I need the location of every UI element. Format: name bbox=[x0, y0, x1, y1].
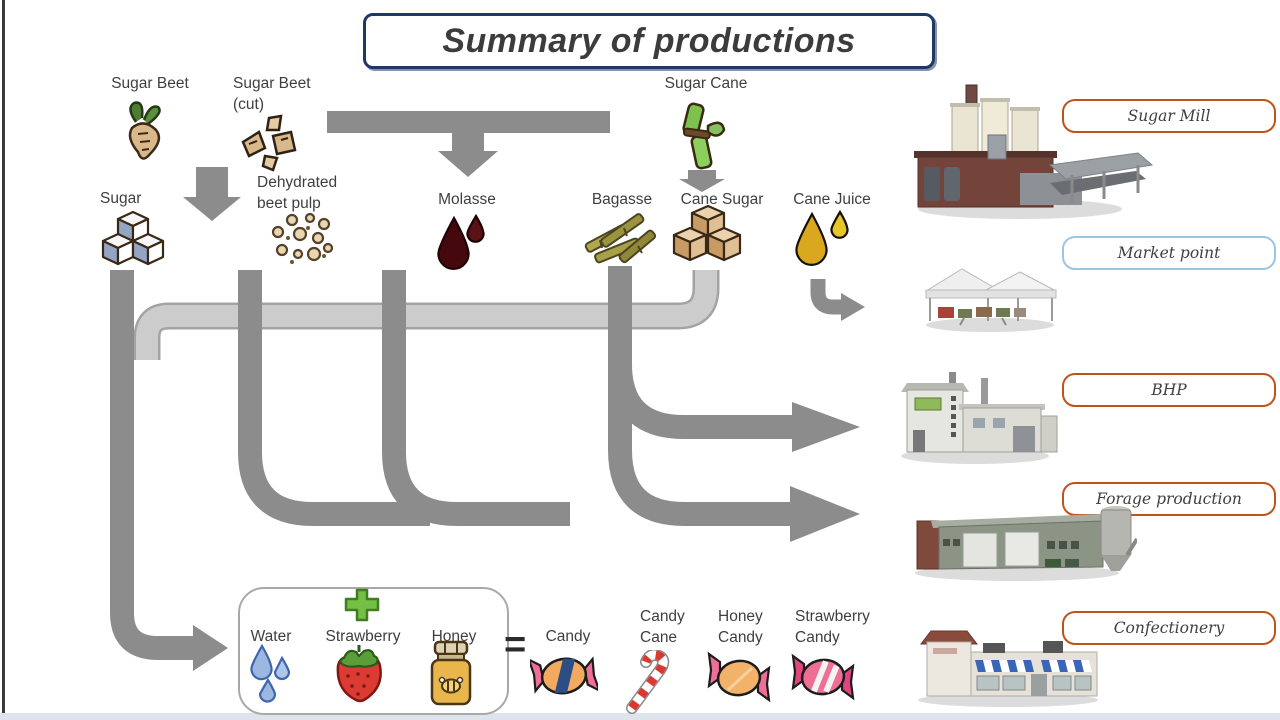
beet-cut-down-arrow bbox=[183, 167, 241, 221]
bagasse-to-bhp-pipe bbox=[608, 266, 860, 452]
left-edge-line bbox=[2, 0, 5, 720]
bagasse-to-forage-pipe bbox=[608, 266, 860, 542]
strawberry-candy-icon bbox=[791, 653, 855, 701]
beet-pulp-to-forage-pipe bbox=[238, 270, 430, 526]
sugar-beet-cut-label: Sugar Beet (cut) bbox=[233, 75, 311, 113]
water-label: Water bbox=[250, 628, 292, 645]
page-title: Summary of productions bbox=[442, 21, 856, 60]
market-point-tent-image bbox=[924, 268, 1057, 332]
facility-box-bhp: BHP bbox=[1062, 373, 1276, 407]
cane-sugar-label: Cane Sugar bbox=[680, 191, 764, 208]
sugar-icon bbox=[101, 210, 165, 266]
facility-box-confectionery: Confectionery bbox=[1062, 611, 1276, 645]
confectionery-building-image bbox=[918, 630, 1098, 707]
cane-sugar-icon bbox=[672, 204, 742, 262]
strawberry-label: Strawberry bbox=[325, 628, 401, 645]
forage-production-building-image bbox=[915, 506, 1137, 581]
sugar-cane-label: Sugar Cane bbox=[664, 75, 748, 92]
sugar-cane-icon bbox=[682, 102, 726, 170]
sugar-beet-label: Sugar Beet bbox=[111, 75, 189, 92]
sugar-beet-cut-icon bbox=[241, 114, 297, 172]
sugar-to-confectionery-pipe bbox=[110, 270, 228, 671]
title-box: Summary of productions bbox=[363, 13, 935, 69]
strawberry-candy-label: Strawberry Candy bbox=[795, 608, 870, 646]
water-icon bbox=[250, 644, 291, 703]
candy-cane-icon bbox=[626, 650, 670, 714]
bagasse-label: Bagasse bbox=[591, 191, 653, 208]
bagasse-icon bbox=[584, 213, 657, 264]
bhp-building-image bbox=[901, 372, 1058, 464]
bottom-strip bbox=[0, 713, 1280, 720]
cane-juice-icon bbox=[795, 209, 849, 266]
beet-pulp-icon bbox=[271, 212, 334, 264]
sugar-mill-building-image bbox=[914, 84, 1154, 219]
facility-box-market-point: Market point bbox=[1062, 236, 1276, 270]
plus-icon bbox=[344, 588, 380, 622]
candy-label: Candy bbox=[545, 628, 591, 645]
honey-jar-icon bbox=[430, 640, 472, 706]
dehydrated-beet-pulp-label: Dehydrated beet pulp bbox=[257, 174, 338, 212]
light-flow-band bbox=[133, 270, 720, 360]
honey-candy-label: Honey Candy bbox=[718, 608, 763, 646]
molasse-to-forage-pipe bbox=[382, 270, 570, 526]
cane-juice-label: Cane Juice bbox=[793, 191, 871, 208]
facility-box-forage-production: Forage production bbox=[1062, 482, 1276, 516]
sugar-label: Sugar bbox=[100, 190, 142, 207]
candy-cane-label: Candy Cane bbox=[640, 608, 685, 646]
molasse-icon bbox=[437, 213, 485, 270]
facility-box-sugar-mill: Sugar Mill bbox=[1062, 99, 1276, 133]
cane-down-arrow bbox=[679, 170, 725, 192]
molasse-label: Molasse bbox=[438, 191, 496, 208]
strawberry-icon bbox=[336, 645, 382, 703]
sugar-beet-icon bbox=[128, 101, 161, 160]
cane-juice-to-market-arrow bbox=[810, 279, 865, 321]
candy-icon bbox=[530, 656, 598, 695]
molasse-feed-band bbox=[327, 111, 610, 177]
equals-sign: = bbox=[504, 624, 527, 666]
honey-candy-icon bbox=[707, 651, 771, 703]
